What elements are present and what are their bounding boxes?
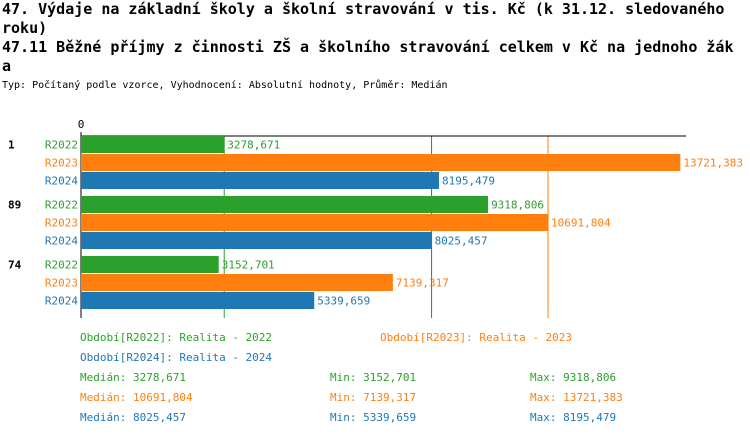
category-label: 1: [8, 139, 15, 152]
series-label: R2023: [45, 217, 78, 230]
legend-entry: Období[R2022]: Realita - 2022: [80, 331, 272, 344]
series-label: R2022: [45, 139, 78, 152]
series-label: R2022: [45, 199, 78, 212]
stat-min: Min: 7139,317: [330, 391, 416, 404]
value-label: 8025,457: [435, 235, 488, 248]
series-label: R2022: [45, 259, 78, 272]
x-tick-label: 0: [78, 118, 85, 131]
bar: [81, 274, 393, 291]
bar: [81, 232, 432, 249]
bar: [81, 172, 439, 189]
bar: [81, 256, 219, 273]
value-label: 3152,701: [222, 259, 275, 272]
stat-min: Min: 5339,659: [330, 411, 416, 424]
stat-median: Medián: 8025,457: [80, 411, 186, 424]
chart-description: Typ: Počítaný podle vzorce, Vyhodnocení:…: [2, 80, 448, 91]
bar: [81, 196, 489, 213]
value-label: 7139,317: [396, 277, 449, 290]
series-label: R2024: [45, 295, 78, 308]
value-label: 8195,479: [442, 175, 495, 188]
bar: [81, 136, 225, 153]
stat-max: Max: 13721,383: [530, 391, 623, 404]
value-label: 5339,659: [317, 295, 370, 308]
series-label: R2024: [45, 175, 78, 188]
chart-title: 47. Výdaje na základní školy a školní st…: [2, 0, 725, 37]
series-label: R2023: [45, 157, 78, 170]
bar: [81, 292, 315, 309]
series-label: R2023: [45, 277, 78, 290]
value-label: 13721,383: [683, 157, 743, 170]
header: 47. Výdaje na základní školy a školní st…: [0, 0, 740, 94]
legend-entry: Období[R2024]: Realita - 2024: [80, 351, 272, 364]
value-label: 9318,806: [491, 199, 544, 212]
series-label: R2024: [45, 235, 78, 248]
stat-median: Medián: 3278,671: [80, 371, 186, 384]
value-label: 10691,804: [551, 217, 611, 230]
chart-subtitle: 47.11 Běžné příjmy z činnosti ZŠ a školn…: [2, 38, 734, 75]
category-label: 74: [8, 259, 22, 272]
legend-entry: Období[R2023]: Realita - 2023: [380, 331, 572, 344]
bar: [81, 214, 549, 231]
stat-max: Max: 9318,806: [530, 371, 616, 384]
category-label: 89: [8, 199, 21, 212]
stat-min: Min: 3152,701: [330, 371, 416, 384]
stat-median: Medián: 10691,804: [80, 391, 193, 404]
stat-max: Max: 8195,479: [530, 411, 616, 424]
value-label: 3278,671: [227, 139, 280, 152]
bar: [81, 154, 681, 171]
